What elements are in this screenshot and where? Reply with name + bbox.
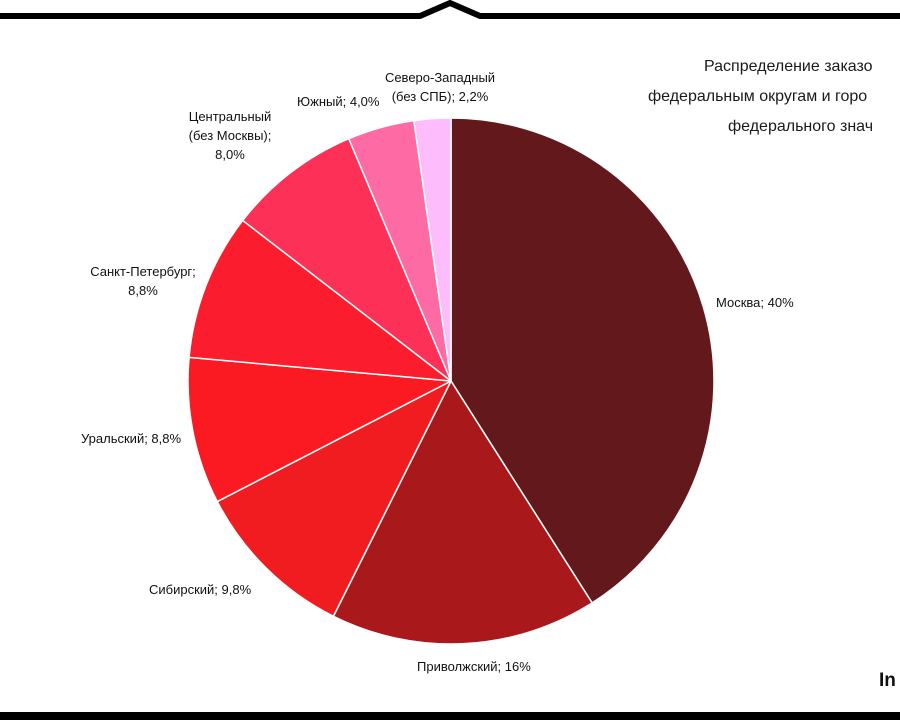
data-label-uralsky: Уральский; 8,8%: [81, 431, 182, 446]
pie-slice-central: [241, 137, 452, 382]
chart-title-line-3: федерального знач: [728, 118, 874, 135]
data-label-sibirsky: Сибирский; 9,8%: [149, 582, 252, 597]
pie-slice-privolzhsky: [332, 380, 593, 645]
data-label-moscow: Москва; 40%: [716, 295, 794, 310]
pie-slice-uralsky: [187, 356, 452, 503]
chart-title-line-1: Распределение заказо: [704, 58, 873, 75]
data-label-privolzhsky: Приволжский; 16%: [417, 659, 531, 674]
pie-slice-spb: [188, 219, 452, 382]
data-label-spb: Санкт-Петербург; 8,8%: [90, 264, 196, 298]
top-border: [0, 0, 900, 19]
pie-slice-moscow: [450, 117, 715, 604]
data-label-central: Центральный (без Москвы); 8,0%: [188, 109, 272, 162]
data-label-south: Южный; 4,0%: [297, 94, 380, 109]
pie-slice-northwest: [413, 117, 452, 382]
data-label-northwest: Северо-Западный (без СПБ); 2,2%: [384, 70, 496, 104]
pie-slice-sibirsky: [216, 380, 452, 617]
chart-title-line-2: федеральным округам и горо: [648, 88, 868, 105]
brand-logo: In: [879, 670, 896, 691]
